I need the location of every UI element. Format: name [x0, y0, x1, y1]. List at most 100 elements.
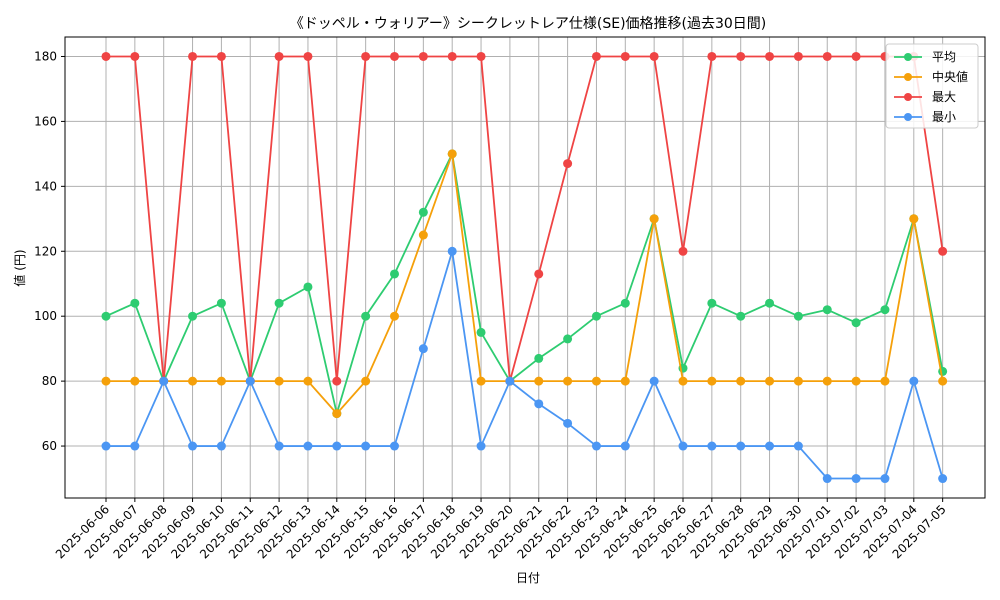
- data-point: [101, 441, 111, 451]
- data-point: [822, 305, 832, 315]
- data-point: [534, 376, 544, 386]
- data-point: [678, 441, 688, 451]
- data-point: [793, 311, 803, 321]
- data-point: [216, 298, 226, 308]
- grid: [65, 37, 985, 498]
- data-point: [591, 311, 601, 321]
- data-point: [822, 474, 832, 484]
- data-point: [418, 344, 428, 354]
- data-point: [938, 246, 948, 256]
- series-line: [106, 250, 944, 480]
- legend-label: 最大: [932, 90, 956, 104]
- data-point: [736, 51, 746, 61]
- data-point: [505, 376, 515, 386]
- data-point: [793, 441, 803, 451]
- data-point: [332, 441, 342, 451]
- y-tick-label: 100: [34, 309, 57, 323]
- data-point: [707, 298, 717, 308]
- data-point: [303, 376, 313, 386]
- x-axis-title: 日付: [516, 571, 540, 585]
- data-point: [591, 441, 601, 451]
- legend-label: 最小: [932, 110, 956, 124]
- data-point: [938, 376, 948, 386]
- data-point: [534, 353, 544, 363]
- data-point: [418, 51, 428, 61]
- data-point: [563, 376, 573, 386]
- series-line: [105, 152, 944, 415]
- data-point: [476, 376, 486, 386]
- data-point: [476, 327, 486, 337]
- legend-marker: [904, 73, 912, 81]
- series-group: [101, 246, 948, 484]
- data-point: [418, 230, 428, 240]
- data-point: [851, 474, 861, 484]
- data-point: [447, 149, 457, 159]
- y-axis: 60 80 100 120 140 160 180: [34, 49, 65, 453]
- data-point: [332, 409, 342, 419]
- data-point: [534, 399, 544, 409]
- data-point: [851, 376, 861, 386]
- data-point: [274, 441, 284, 451]
- data-point: [765, 441, 775, 451]
- data-point: [447, 51, 457, 61]
- legend-marker: [904, 53, 912, 61]
- data-point: [216, 376, 226, 386]
- chart-title: 《ドッペル・ウォリアー》シークレットレア仕様(SE)価格推移(過去30日間): [290, 16, 767, 32]
- data-point: [765, 298, 775, 308]
- data-point: [303, 441, 313, 451]
- data-point: [793, 376, 803, 386]
- data-point: [361, 376, 371, 386]
- data-point: [216, 441, 226, 451]
- data-point: [188, 311, 198, 321]
- legend-box: [885, 43, 979, 129]
- data-point: [563, 418, 573, 428]
- data-point: [909, 214, 919, 224]
- data-point: [361, 51, 371, 61]
- data-point: [476, 51, 486, 61]
- data-point: [563, 159, 573, 169]
- series-line: [106, 152, 944, 415]
- data-point: [707, 441, 717, 451]
- data-point: [476, 441, 486, 451]
- data-point: [736, 441, 746, 451]
- data-point: [101, 376, 111, 386]
- data-point: [736, 311, 746, 321]
- data-point: [851, 51, 861, 61]
- y-tick-label: 160: [34, 114, 57, 128]
- data-point: [390, 311, 399, 321]
- data-point: [793, 51, 803, 61]
- data-point: [620, 51, 630, 61]
- data-point: [332, 376, 342, 386]
- data-point: [649, 51, 659, 61]
- legend-marker: [904, 113, 912, 121]
- data-point: [447, 246, 457, 256]
- data-point: [390, 441, 399, 451]
- data-point: [361, 441, 371, 451]
- y-tick-label: 120: [34, 244, 57, 258]
- data-point: [591, 376, 601, 386]
- y-tick-label: 60: [42, 439, 57, 453]
- data-point: [938, 474, 948, 484]
- series-group: [101, 149, 948, 419]
- data-point: [534, 269, 544, 279]
- data-point: [620, 441, 630, 451]
- data-point: [909, 376, 919, 386]
- data-point: [880, 376, 890, 386]
- data-point: [765, 51, 775, 61]
- legend-marker: [904, 93, 912, 101]
- data-point: [390, 269, 399, 279]
- data-point: [765, 376, 775, 386]
- legend-label: 中央値: [932, 69, 968, 84]
- data-point: [159, 376, 169, 386]
- data-point: [649, 214, 659, 224]
- data-point: [216, 51, 226, 61]
- data-point: [101, 51, 111, 61]
- data-point: [188, 376, 198, 386]
- series-line: [106, 55, 944, 383]
- data-point: [130, 441, 140, 451]
- data-point: [245, 376, 255, 386]
- data-point: [361, 311, 371, 321]
- data-point: [130, 51, 140, 61]
- data-point: [130, 376, 140, 386]
